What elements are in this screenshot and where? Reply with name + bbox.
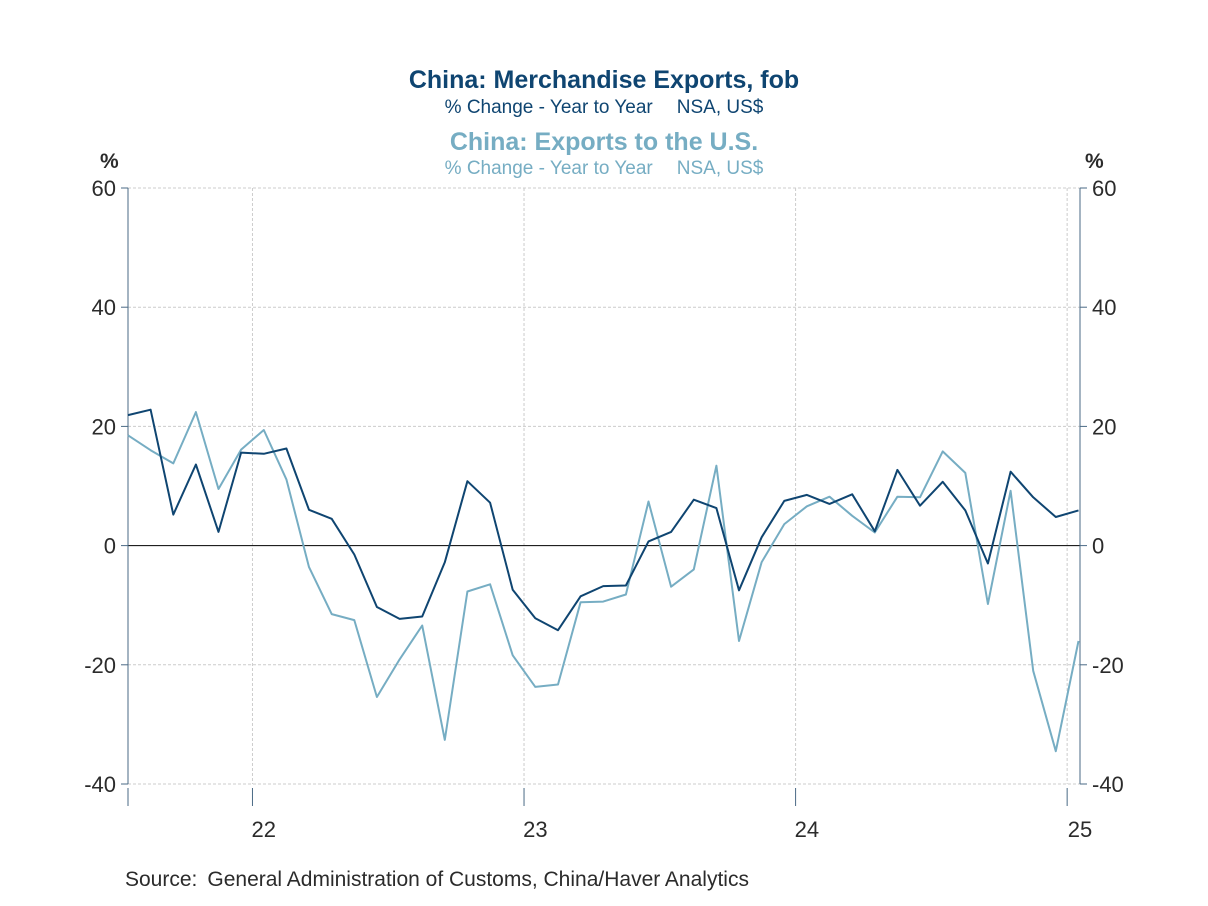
subtitle-basis: NSA, US$: [676, 97, 764, 118]
y-tick-label-right: 20: [1092, 414, 1116, 439]
y-tick-label-right: 60: [1092, 176, 1116, 201]
axes: [121, 187, 1087, 806]
x-tick-label: 23: [523, 817, 547, 842]
y-tick-label-left: -40: [84, 772, 116, 797]
y-tick-label-left: 40: [92, 295, 116, 320]
y-tick-label-right: -20: [1092, 653, 1124, 678]
chart-title-primary: China: Merchandise Exports, fob: [408, 66, 800, 94]
y-tick-label-left: -20: [84, 653, 116, 678]
y-tick-label-left: 0: [104, 534, 116, 559]
subtitle-measure: % Change - Year to Year: [444, 97, 653, 118]
x-tick-label: 24: [795, 817, 819, 842]
series-line-merchandise-exports: [127, 408, 1079, 632]
chart-title-secondary: China: Exports to the U.S.: [449, 128, 759, 156]
y-axis-unit-right: %: [1085, 150, 1104, 173]
gridlines: [128, 187, 1080, 785]
source-note: Source: General Administration of Customs…: [125, 868, 749, 892]
series-lines: [127, 408, 1080, 753]
y-tick-label-left: 20: [92, 414, 116, 439]
source-text: General Administration of Customs, China…: [207, 868, 749, 891]
y-tick-label-left: 60: [92, 176, 116, 201]
subtitle-measure: % Change - Year to Year: [444, 158, 653, 179]
chart-subtitle-primary: % Change - Year to Year NSA, US$: [0, 97, 1208, 119]
x-tick-label: 25: [1068, 817, 1092, 842]
series-line-exports-to-us: [127, 411, 1080, 753]
y-tick-label-right: -40: [1092, 772, 1124, 797]
tick-labels: -40 -40 -20 -20 0 0 20 20 40 40 60 60 22 23 24 25: [84, 176, 1124, 842]
y-axis-unit-left: %: [100, 150, 119, 173]
source-label: Source:: [125, 868, 198, 891]
y-tick-label-right: 0: [1092, 534, 1104, 559]
subtitle-basis: NSA, US$: [676, 158, 764, 179]
chart-subtitle-secondary: % Change - Year to Year NSA, US$: [0, 158, 1208, 180]
y-tick-label-right: 40: [1092, 295, 1116, 320]
x-tick-label: 22: [252, 817, 276, 842]
